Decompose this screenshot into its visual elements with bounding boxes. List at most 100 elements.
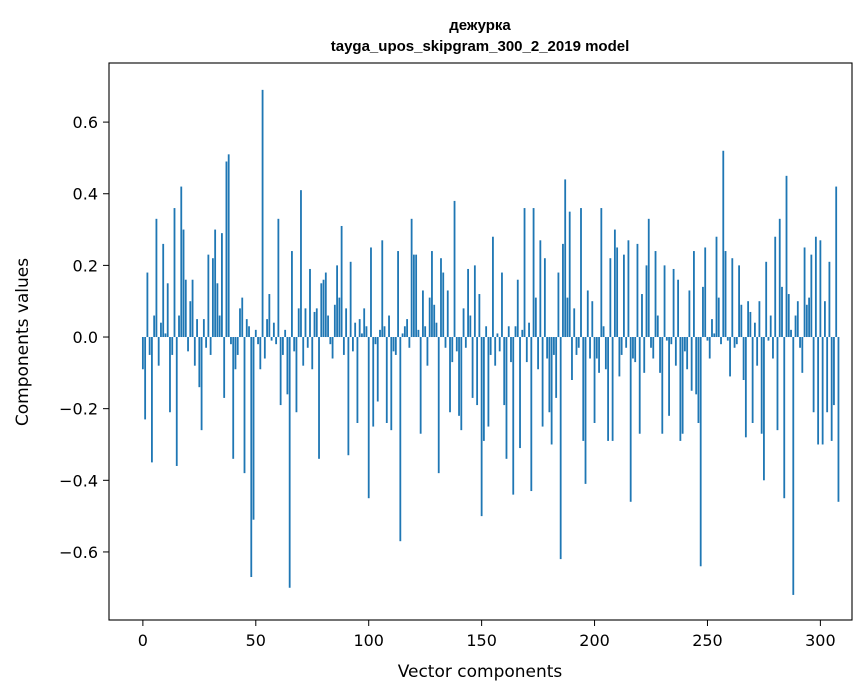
bar-95: [356, 337, 359, 423]
x-ticks-group: 0 50 100 150 200 250 300: [138, 620, 836, 650]
bar-209: [613, 229, 616, 338]
bar-175: [537, 337, 539, 370]
bar-89: [342, 337, 345, 355]
bar-49: [252, 337, 255, 520]
bar-91: [347, 337, 350, 456]
bar-51: [257, 337, 259, 345]
bar-3: [148, 337, 151, 355]
bar-161: [505, 337, 508, 459]
bar-92: [349, 261, 352, 338]
bar-205: [604, 337, 607, 370]
bar-117: [406, 319, 409, 338]
bar-230: [661, 337, 664, 434]
bar-247: [699, 337, 702, 567]
bar-210: [616, 247, 619, 338]
bar-39: [230, 337, 232, 345]
bar-12: [169, 337, 171, 413]
bar-180: [548, 337, 551, 413]
bar-106: [381, 240, 384, 338]
y-axis-label: Components values: [13, 258, 33, 426]
bar-111: [392, 337, 395, 352]
bar-155: [492, 236, 494, 338]
bar-281: [776, 337, 779, 431]
bar-279: [772, 337, 774, 359]
bar-278: [769, 315, 772, 338]
bar-96: [358, 319, 361, 338]
bar-289: [794, 315, 797, 338]
bar-214: [625, 337, 628, 348]
bar-46: [245, 319, 248, 338]
bar-0: [141, 337, 144, 370]
bar-240: [683, 337, 686, 352]
bar-295: [808, 297, 810, 338]
bar-80: [322, 279, 325, 338]
bar-6: [155, 218, 158, 338]
bar-65: [288, 337, 291, 588]
bar-269: [749, 311, 752, 338]
bar-287: [790, 329, 792, 338]
bar-276: [765, 261, 768, 338]
bar-272: [756, 337, 759, 366]
bar-297: [812, 337, 815, 413]
bar-57: [270, 337, 273, 341]
bar-123: [419, 337, 422, 434]
bar-178: [543, 258, 546, 338]
bar-264: [738, 265, 740, 338]
bar-185: [559, 337, 562, 560]
bar-186: [562, 243, 564, 338]
bar-26: [200, 337, 203, 431]
bar-18: [182, 229, 185, 338]
bar-215: [627, 240, 630, 338]
bar-112: [394, 337, 397, 355]
bar-208: [611, 337, 614, 441]
bar-41: [234, 337, 237, 370]
bar-172: [530, 337, 533, 492]
bar-194: [580, 208, 582, 338]
bar-66: [291, 251, 293, 338]
bar-197: [586, 290, 589, 338]
bar-216: [629, 337, 632, 502]
bar-193: [577, 337, 580, 348]
bar-245: [695, 337, 698, 395]
bar-124: [422, 290, 424, 338]
bar-88: [340, 225, 343, 338]
bar-141: [460, 337, 463, 431]
bar-303: [826, 337, 829, 413]
bar-127: [428, 297, 431, 338]
bar-56: [268, 294, 271, 338]
bar-144: [467, 268, 469, 338]
bar-261: [731, 258, 734, 338]
bar-24: [196, 319, 198, 338]
bar-296: [810, 254, 813, 338]
bar-192: [575, 337, 578, 355]
bar-103: [374, 337, 377, 345]
bar-38: [227, 154, 230, 338]
y-ticks-group: −0.6 −0.4 −0.2 0.0 0.2 0.4 0.6: [59, 113, 109, 562]
bar-267: [744, 337, 747, 438]
bar-55: [266, 319, 268, 338]
bar-268: [747, 301, 750, 338]
bar-291: [799, 337, 801, 348]
bar-40: [232, 337, 235, 459]
bar-249: [704, 247, 707, 338]
bar-28: [205, 337, 208, 348]
bar-293: [803, 247, 806, 338]
bar-184: [557, 272, 560, 338]
bar-10: [164, 333, 167, 338]
bar-74: [309, 268, 311, 338]
bar-83: [329, 337, 332, 345]
bar-107: [383, 326, 386, 338]
bar-154: [489, 337, 492, 355]
x-axis-label: Vector components: [398, 662, 563, 682]
bar-234: [670, 337, 673, 345]
bar-285: [785, 175, 788, 338]
bar-109: [388, 315, 390, 338]
bar-132: [440, 258, 442, 338]
bar-11: [166, 283, 169, 338]
bar-165: [514, 326, 517, 338]
bar-142: [462, 308, 465, 338]
bar-231: [663, 265, 666, 338]
bar-32: [214, 229, 217, 338]
bar-241: [686, 337, 689, 370]
